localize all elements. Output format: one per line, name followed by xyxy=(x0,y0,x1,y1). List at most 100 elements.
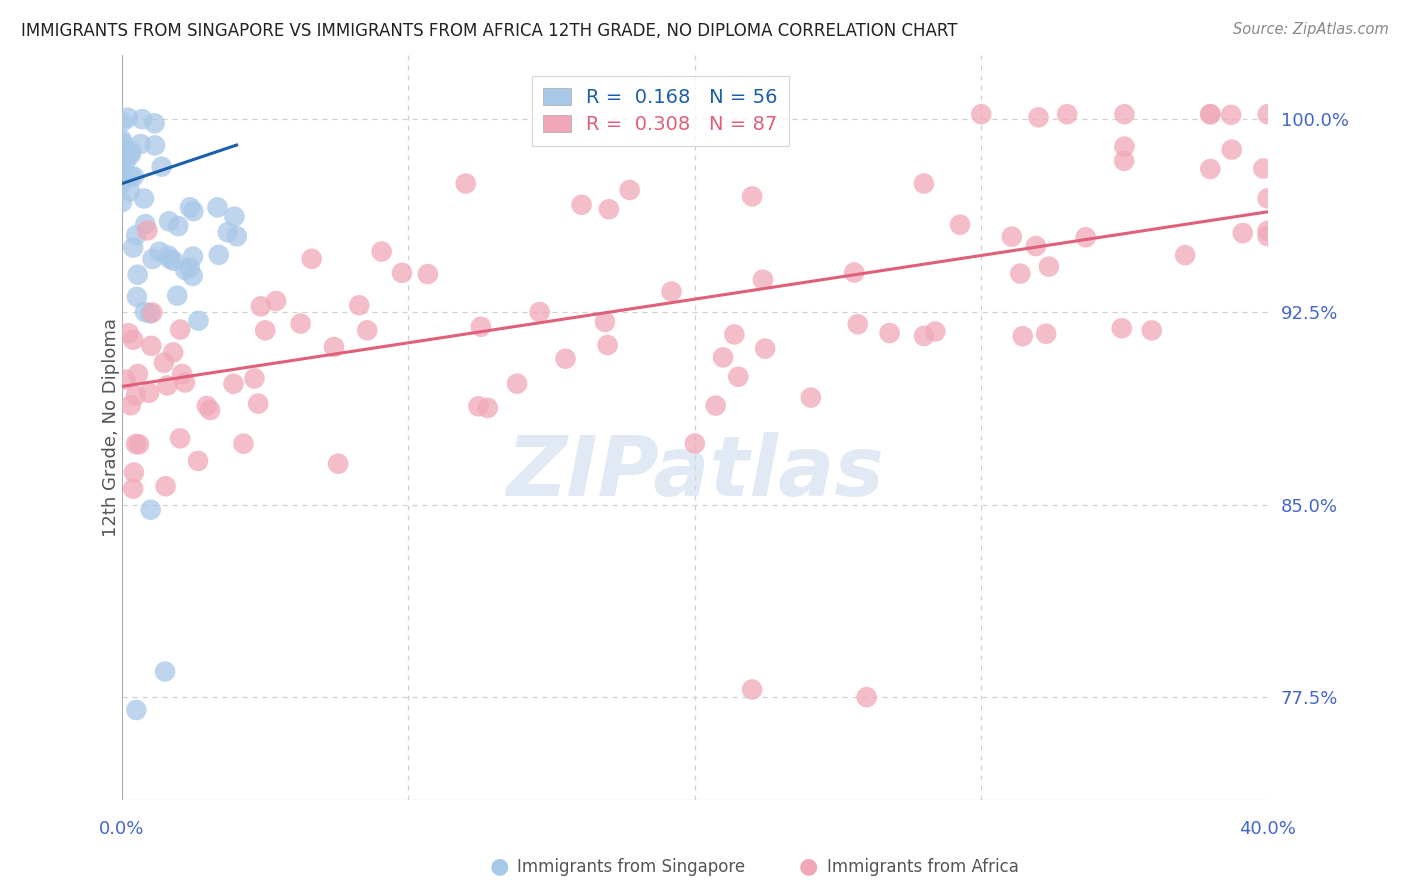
Point xyxy=(661,285,683,299)
Point xyxy=(122,466,145,480)
Point xyxy=(1035,326,1057,341)
Point xyxy=(529,305,551,319)
Point xyxy=(141,339,163,353)
Point xyxy=(264,293,287,308)
Point xyxy=(136,223,159,237)
Point xyxy=(243,371,266,385)
Point xyxy=(1010,267,1032,281)
Point xyxy=(1257,191,1279,205)
Point xyxy=(454,177,477,191)
Point xyxy=(157,214,180,228)
Point xyxy=(128,437,150,451)
Point xyxy=(125,703,148,717)
Point xyxy=(1220,143,1243,157)
Point xyxy=(232,436,254,450)
Text: ●: ● xyxy=(489,856,509,876)
Point xyxy=(844,266,866,280)
Point xyxy=(129,136,152,151)
Point xyxy=(155,479,177,493)
Point xyxy=(207,200,229,214)
Point xyxy=(846,317,869,331)
Point xyxy=(122,169,145,184)
Point xyxy=(170,367,193,381)
Text: 0.0%: 0.0% xyxy=(100,821,145,838)
Point xyxy=(247,396,270,410)
Point xyxy=(179,200,201,214)
Point xyxy=(111,165,134,179)
Point xyxy=(138,385,160,400)
Point xyxy=(1011,329,1033,343)
Point xyxy=(1025,239,1047,253)
Point xyxy=(1074,230,1097,244)
Text: Source: ZipAtlas.com: Source: ZipAtlas.com xyxy=(1233,22,1389,37)
Point xyxy=(120,398,142,412)
Point xyxy=(174,263,197,277)
Point xyxy=(111,168,134,182)
Point xyxy=(132,192,155,206)
Point xyxy=(619,183,641,197)
Point xyxy=(1199,107,1222,121)
Point xyxy=(1232,226,1254,240)
Point xyxy=(166,288,188,302)
Point xyxy=(593,315,616,329)
Point xyxy=(120,148,142,162)
Point xyxy=(752,273,775,287)
Point xyxy=(224,210,246,224)
Point xyxy=(683,436,706,450)
Point xyxy=(114,154,136,169)
Point xyxy=(391,266,413,280)
Point xyxy=(198,403,221,417)
Point xyxy=(141,252,163,266)
Point xyxy=(167,219,190,233)
Point xyxy=(855,690,877,705)
Point xyxy=(754,342,776,356)
Point xyxy=(1111,321,1133,335)
Point xyxy=(111,176,134,190)
Point xyxy=(169,322,191,336)
Point xyxy=(111,169,134,183)
Text: ZIPatlas: ZIPatlas xyxy=(506,432,884,513)
Point xyxy=(114,146,136,161)
Point xyxy=(290,317,312,331)
Point xyxy=(1174,248,1197,262)
Point xyxy=(949,218,972,232)
Point xyxy=(111,195,134,210)
Point xyxy=(125,388,148,402)
Point xyxy=(1028,111,1050,125)
Point xyxy=(153,665,176,679)
Point xyxy=(162,345,184,359)
Point xyxy=(150,160,173,174)
Point xyxy=(125,437,148,451)
Point xyxy=(183,204,205,219)
Point xyxy=(131,112,153,127)
Point xyxy=(225,229,247,244)
Point xyxy=(506,376,529,391)
Point xyxy=(598,202,620,217)
Point xyxy=(1114,107,1136,121)
Point xyxy=(1220,108,1243,122)
Point xyxy=(181,250,204,264)
Point xyxy=(127,268,149,282)
Point xyxy=(912,177,935,191)
Point xyxy=(741,682,763,697)
Point xyxy=(117,111,139,125)
Point xyxy=(141,305,163,319)
Point xyxy=(1257,224,1279,238)
Point xyxy=(1140,323,1163,337)
Point xyxy=(111,136,134,150)
Point xyxy=(187,314,209,328)
Point xyxy=(1114,153,1136,168)
Point xyxy=(222,376,245,391)
Point xyxy=(208,248,231,262)
Point xyxy=(156,378,179,392)
Point xyxy=(122,333,145,347)
Point xyxy=(127,367,149,381)
Point xyxy=(1199,161,1222,176)
Point xyxy=(912,329,935,343)
Point xyxy=(596,338,619,352)
Point xyxy=(122,241,145,255)
Point xyxy=(254,323,277,337)
Point xyxy=(1257,107,1279,121)
Point xyxy=(143,138,166,153)
Point xyxy=(111,169,134,184)
